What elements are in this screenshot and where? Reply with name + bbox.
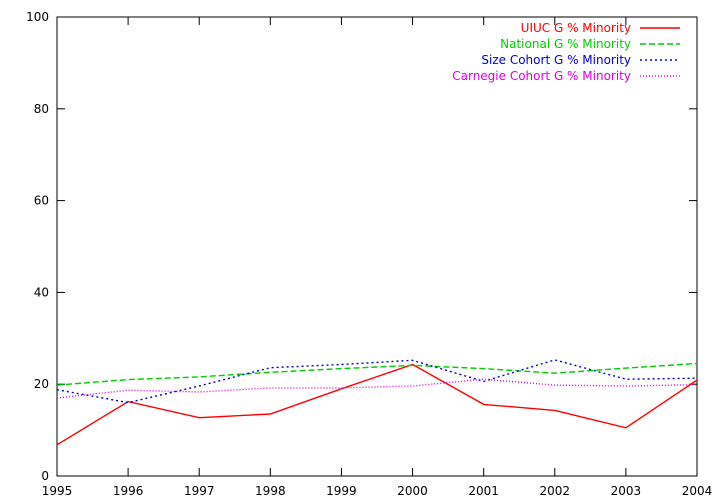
y-tick-label: 40 <box>34 285 49 299</box>
x-tick-label: 2004 <box>682 484 713 498</box>
y-tick-label: 80 <box>34 102 49 116</box>
y-tick-label: 20 <box>34 377 49 391</box>
x-tick-label: 1999 <box>326 484 357 498</box>
series-line-1 <box>56 363 698 446</box>
x-tick-label: 1995 <box>42 484 73 498</box>
legend-label: Size Cohort G % Minority <box>481 53 631 67</box>
x-tick-label: 1997 <box>184 484 215 498</box>
series-line-4 <box>56 378 698 399</box>
x-tick-label: 2002 <box>540 484 571 498</box>
x-tick-label: 2001 <box>468 484 499 498</box>
x-tick-label: 1998 <box>255 484 286 498</box>
y-tick-label: 100 <box>26 10 49 24</box>
legend-label: National G % Minority <box>500 37 631 51</box>
y-tick-label: 0 <box>41 469 49 483</box>
legend-label: Carnegie Cohort G % Minority <box>452 69 631 83</box>
x-tick-label: 2000 <box>397 484 428 498</box>
legend: UIUC G % Minority National G % Minority Si… <box>452 21 680 83</box>
x-axis: 1995 1996 1997 1998 1999 2000 2001 2002 2003 2004 <box>42 17 713 498</box>
x-tick-label: 2003 <box>611 484 642 498</box>
series-group <box>56 359 698 446</box>
x-tick-label: 1996 <box>113 484 144 498</box>
series-line-2 <box>56 362 698 386</box>
series-line-3 <box>56 359 698 404</box>
y-axis: 0 20 40 60 80 100 <box>26 10 697 483</box>
plot-area-frame <box>56 16 698 477</box>
legend-label: UIUC G % Minority <box>521 21 631 35</box>
y-tick-label: 60 <box>34 194 49 208</box>
